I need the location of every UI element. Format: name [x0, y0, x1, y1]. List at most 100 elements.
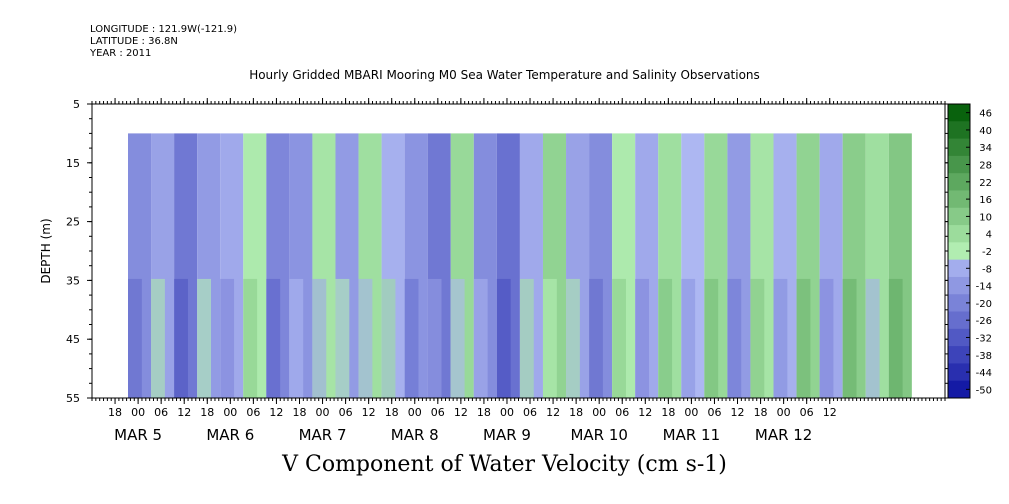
- latitude-label: LATITUDE : 36.8N: [90, 36, 178, 47]
- x-tick-label: 18: [108, 406, 122, 419]
- x-tick-label: 00: [684, 406, 698, 419]
- colorbar-label: -8: [982, 264, 992, 275]
- x-month-label: MAR 5: [114, 426, 162, 444]
- x-tick-label: 12: [823, 406, 837, 419]
- heatmap-cell: [427, 278, 442, 398]
- heatmap-cell: [704, 278, 719, 398]
- heatmap-cell: [404, 278, 419, 398]
- heatmap-cell: [589, 278, 603, 398]
- y-tick-label: 15: [66, 157, 80, 170]
- colorbar-segment: [948, 328, 970, 347]
- colorbar-segment: [948, 276, 970, 295]
- heatmap-cell: [496, 278, 511, 398]
- heatmap-cell: [381, 278, 396, 398]
- x-tick-label: 12: [731, 406, 745, 419]
- x-tick-label: 06: [523, 406, 537, 419]
- colorbar-segment: [948, 363, 970, 382]
- x-tick-label: 00: [131, 406, 145, 419]
- colorbar-label: 34: [979, 143, 992, 154]
- heatmap-cell: [750, 278, 765, 398]
- x-tick-label: 00: [592, 406, 606, 419]
- x-tick-label: 12: [362, 406, 376, 419]
- colorbar-label: 40: [979, 126, 992, 137]
- heatmap-cell: [220, 278, 235, 398]
- x-tick-label: 18: [292, 406, 306, 419]
- colorbar-label: -50: [976, 385, 992, 396]
- heatmap-cell: [128, 278, 142, 398]
- x-tick-label: 06: [800, 406, 814, 419]
- colorbar-segment: [948, 346, 970, 364]
- heatmap-cell: [151, 278, 165, 398]
- heatmap-cell: [566, 278, 580, 398]
- x-tick-label: 18: [385, 406, 399, 419]
- y-tick-label: 45: [66, 333, 80, 346]
- heatmap-cell: [266, 278, 281, 398]
- x-tick-label: 12: [269, 406, 283, 419]
- x-tick-label: 00: [316, 406, 330, 419]
- year-label: YEAR : 2011: [90, 48, 152, 59]
- colorbar-label: -26: [976, 316, 992, 327]
- heatmap-cell: [358, 278, 373, 398]
- x-tick-label: 00: [777, 406, 791, 419]
- heatmap-cell: [796, 278, 811, 398]
- colorbar-label: -14: [976, 282, 992, 293]
- colorbar: 46 40 34 28 22 16 10 4 -2 -8 -14 -20 -26 -32 -38 -44 -50: [947, 103, 992, 399]
- x-month-label: MAR 12: [755, 426, 812, 444]
- heatmap-cell: [519, 278, 534, 398]
- colorbar-label: -38: [976, 351, 992, 362]
- colorbar-label: 22: [979, 178, 992, 189]
- heatmap-cell: [658, 278, 673, 398]
- colorbar-label: 10: [979, 212, 992, 223]
- colorbar-label: 16: [979, 195, 992, 206]
- x-month-label: MAR 9: [483, 426, 531, 444]
- colorbar-segment: [948, 242, 970, 261]
- heatmap-cell: [174, 278, 188, 398]
- colorbar-label: -20: [976, 299, 992, 310]
- heatmap-cell: [635, 278, 650, 398]
- x-tick-label: 18: [754, 406, 768, 419]
- y-tick-label: 25: [66, 216, 80, 229]
- colorbar-segment: [948, 121, 970, 140]
- x-month-label: MAR 6: [206, 426, 254, 444]
- x-month-label: MAR 8: [391, 426, 439, 444]
- colorbar-segment: [948, 207, 970, 226]
- heatmap-cell: [773, 278, 788, 398]
- x-tick-label: 18: [661, 406, 675, 419]
- heatmap-cell: [289, 278, 304, 398]
- y-tick-label: 55: [66, 392, 80, 405]
- colorbar-segment: [948, 225, 970, 243]
- heatmap-cell: [243, 278, 258, 398]
- chart-title: Hourly Gridded MBARI Mooring M0 Sea Wate…: [249, 68, 760, 82]
- x-tick-label: 18: [477, 406, 491, 419]
- y-tick-label: 35: [66, 274, 80, 287]
- y-axis-label: DEPTH (m): [39, 218, 53, 283]
- x-tick-label: 00: [223, 406, 237, 419]
- x-axis-title: V Component of Water Velocity (cm s-1): [282, 452, 727, 477]
- x-month-label: MAR 10: [570, 426, 627, 444]
- plot-axes: 5 15 25 35 45 55 DEPTH (m) 18 00 06 12 18 00 06 12 18 00…: [39, 98, 950, 444]
- x-tick-label: 06: [615, 406, 629, 419]
- colorbar-segment: [948, 138, 970, 157]
- heatmap-cell: [542, 278, 557, 398]
- colorbar-frame: [947, 103, 971, 399]
- x-tick-label: 06: [707, 406, 721, 419]
- x-month-label: MAR 11: [663, 426, 720, 444]
- heatmap-cell: [865, 278, 880, 398]
- x-tick-label: 12: [177, 406, 191, 419]
- heatmap-cell: [842, 278, 857, 398]
- colorbar-segment: [948, 173, 970, 191]
- x-tick-label: 18: [569, 406, 583, 419]
- x-month-label: MAR 7: [299, 426, 347, 444]
- heatmap-cell: [681, 278, 696, 398]
- heatmap-cell: [727, 278, 742, 398]
- x-tick-label: 12: [546, 406, 560, 419]
- metadata-block: LONGITUDE : 121.9W(-121.9) LATITUDE : 36…: [90, 24, 237, 60]
- x-tick-label: 12: [638, 406, 652, 419]
- colorbar-segment: [948, 294, 970, 313]
- colorbar-label: -44: [976, 368, 992, 379]
- longitude-label: LONGITUDE : 121.9W(-121.9): [90, 24, 237, 35]
- x-tick-label: 12: [454, 406, 468, 419]
- heatmap-cell: [197, 278, 211, 398]
- colorbar-label: -32: [976, 333, 992, 344]
